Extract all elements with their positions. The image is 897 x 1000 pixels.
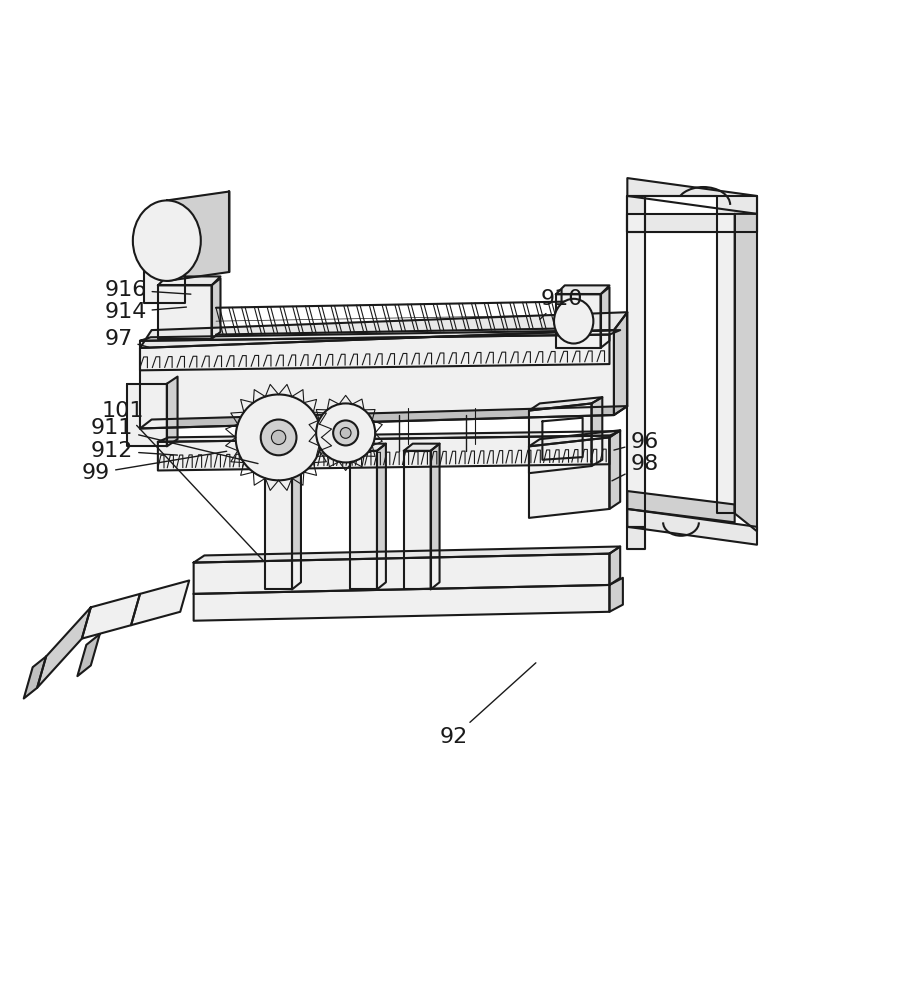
Polygon shape [144,268,185,303]
Polygon shape [609,578,623,612]
Polygon shape [140,335,609,370]
Polygon shape [627,178,757,214]
Polygon shape [158,285,212,339]
Text: 98: 98 [612,454,658,481]
Polygon shape [627,527,645,549]
Polygon shape [556,285,609,294]
Polygon shape [158,276,221,285]
Polygon shape [37,607,91,688]
Polygon shape [194,554,609,594]
Polygon shape [529,430,620,446]
Polygon shape [592,397,602,466]
Text: 910: 910 [540,289,583,319]
Polygon shape [350,451,377,589]
Text: 99: 99 [82,451,227,483]
Polygon shape [627,491,735,522]
Polygon shape [600,287,609,348]
Polygon shape [717,214,735,513]
Ellipse shape [554,299,593,344]
Polygon shape [614,312,627,415]
Polygon shape [529,437,609,518]
Polygon shape [609,546,620,585]
Polygon shape [194,585,609,621]
Polygon shape [140,330,620,341]
Polygon shape [266,451,292,589]
Polygon shape [645,196,717,214]
Text: 911: 911 [91,418,258,464]
Polygon shape [158,431,620,442]
Circle shape [236,394,321,480]
Polygon shape [431,444,440,589]
Polygon shape [556,294,600,348]
Text: 914: 914 [104,302,187,322]
Text: 97: 97 [104,329,149,349]
Text: 916: 916 [104,280,191,300]
Polygon shape [23,656,46,699]
Polygon shape [140,330,614,428]
Text: 101: 101 [101,401,264,561]
Polygon shape [266,444,301,451]
Polygon shape [377,444,386,589]
Polygon shape [627,196,757,232]
Polygon shape [82,594,140,639]
Polygon shape [404,444,440,451]
Text: 912: 912 [91,441,178,461]
Polygon shape [194,546,620,563]
Polygon shape [158,436,609,470]
Polygon shape [627,509,757,545]
Polygon shape [77,634,100,676]
Ellipse shape [133,200,201,281]
Circle shape [261,420,297,455]
Polygon shape [131,580,189,625]
Polygon shape [609,430,620,509]
Polygon shape [529,403,592,473]
Circle shape [272,430,286,445]
Polygon shape [126,384,167,446]
Polygon shape [627,214,645,527]
Polygon shape [627,196,645,232]
Text: 92: 92 [440,663,536,747]
Polygon shape [140,406,627,428]
Circle shape [316,403,375,462]
Circle shape [340,428,351,438]
Polygon shape [292,444,301,589]
Polygon shape [167,377,178,446]
Polygon shape [404,451,431,589]
Polygon shape [529,397,602,411]
Polygon shape [167,191,230,281]
Polygon shape [144,259,194,268]
Polygon shape [543,418,583,460]
Polygon shape [735,214,757,531]
Polygon shape [350,444,386,451]
Polygon shape [140,312,627,348]
Text: 96: 96 [614,432,658,452]
Circle shape [333,420,358,445]
Polygon shape [212,278,221,339]
